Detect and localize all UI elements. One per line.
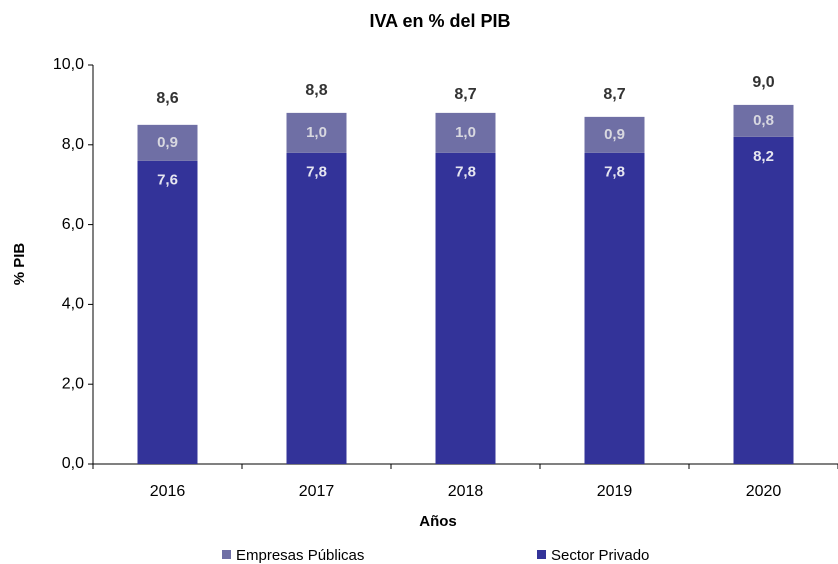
legend-label: Sector Privado — [551, 547, 649, 564]
x-tick-label: 2017 — [299, 483, 335, 500]
bar-segment — [435, 152, 496, 464]
y-axis-label: % PIB — [11, 243, 28, 286]
data-label: 7,8 — [306, 164, 327, 181]
bar-segment — [137, 160, 198, 464]
y-tick-label: 4,0 — [62, 296, 84, 313]
chart-title: IVA en % del PIB — [369, 11, 510, 31]
data-label: 8,2 — [753, 148, 774, 165]
legend-swatch — [537, 550, 546, 559]
y-tick-label: 6,0 — [62, 216, 84, 233]
legend-label: Empresas Públicas — [236, 547, 364, 564]
x-axis-label: Años — [419, 513, 457, 530]
data-label: 7,8 — [455, 164, 476, 181]
x-tick-label: 2020 — [746, 483, 782, 500]
total-label: 8,7 — [454, 86, 476, 103]
y-tick-label: 2,0 — [62, 375, 84, 392]
bar-segment — [286, 152, 347, 464]
x-tick-label: 2016 — [150, 483, 186, 500]
y-tick-label: 10,0 — [53, 56, 84, 73]
data-label: 1,0 — [306, 124, 327, 141]
bar-segment — [584, 152, 645, 464]
data-label: 1,0 — [455, 124, 476, 141]
bar-segment — [733, 104, 794, 137]
data-label: 0,9 — [157, 134, 178, 151]
data-label: 7,6 — [157, 172, 178, 189]
total-label: 8,6 — [156, 90, 178, 107]
total-label: 8,8 — [305, 82, 327, 99]
data-label: 0,8 — [753, 112, 774, 129]
total-label: 8,7 — [603, 86, 625, 103]
bar-segment — [584, 116, 645, 153]
bar-segment — [286, 112, 347, 153]
y-tick-label: 8,0 — [62, 136, 84, 153]
bar-segment — [435, 112, 496, 153]
data-label: 0,9 — [604, 126, 625, 143]
x-tick-label: 2019 — [597, 483, 633, 500]
legend-swatch — [222, 550, 231, 559]
y-tick-label: 0,0 — [62, 455, 84, 472]
total-label: 9,0 — [752, 74, 774, 91]
data-label: 7,8 — [604, 164, 625, 181]
bar-segment — [137, 124, 198, 161]
bar-segment — [733, 136, 794, 464]
x-tick-label: 2018 — [448, 483, 484, 500]
